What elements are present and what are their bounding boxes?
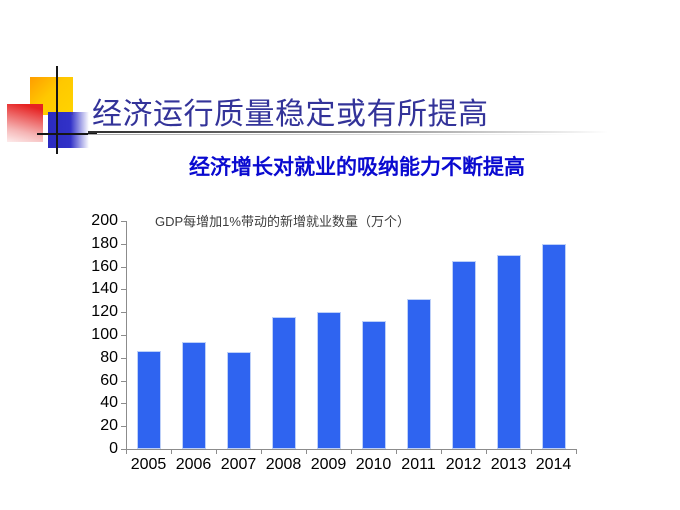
bar-2014	[542, 244, 566, 449]
y-tick	[121, 335, 126, 336]
x-tick	[171, 450, 172, 454]
x-tick	[261, 450, 262, 454]
y-tick	[121, 244, 126, 245]
y-axis-label: 60	[100, 372, 118, 389]
y-axis-label: 20	[100, 417, 118, 434]
bar-2011	[407, 299, 431, 449]
x-axis-label: 2010	[355, 456, 392, 473]
x-axis-label: 2005	[130, 456, 167, 473]
y-tick	[121, 449, 126, 450]
y-axis-label: 180	[91, 235, 118, 252]
title-underline-shadow	[88, 134, 630, 135]
x-tick	[576, 450, 577, 454]
y-tick	[121, 381, 126, 382]
x-axis-label: 2013	[490, 456, 527, 473]
y-tick	[121, 267, 126, 268]
title-underline	[88, 131, 630, 133]
bar-2013	[497, 255, 521, 449]
x-tick	[531, 450, 532, 454]
chart-title: GDP每增加1%带动的新增就业数量（万个）	[155, 214, 410, 229]
x-tick	[126, 450, 127, 454]
x-axis-line	[126, 449, 577, 450]
y-tick	[121, 221, 126, 222]
x-axis-label: 2011	[401, 456, 436, 473]
bar-2012	[452, 261, 476, 449]
y-tick	[121, 358, 126, 359]
slide-subtitle: 经济增长对就业的吸纳能力不断提高	[189, 156, 525, 179]
x-tick	[216, 450, 217, 454]
bar-2009	[317, 312, 341, 449]
x-axis-label: 2009	[310, 456, 347, 473]
x-tick	[396, 450, 397, 454]
bar-2007	[227, 352, 251, 449]
logo-vertical-line	[56, 66, 58, 154]
y-axis-line	[126, 221, 127, 450]
x-tick	[441, 450, 442, 454]
bar-2006	[182, 342, 206, 449]
y-axis-label: 40	[100, 394, 118, 411]
logo-blue-square	[48, 112, 89, 148]
bar-2005	[137, 351, 161, 449]
y-tick	[121, 426, 126, 427]
x-axis-label: 2008	[265, 456, 302, 473]
logo-horizontal-line	[37, 133, 97, 135]
y-axis-label: 140	[91, 280, 118, 297]
x-axis-label: 2012	[445, 456, 482, 473]
x-axis-label: 2006	[175, 456, 212, 473]
y-tick	[121, 312, 126, 313]
bar-2010	[362, 321, 386, 449]
y-axis-label: 120	[91, 303, 118, 320]
y-axis-label: 200	[91, 212, 118, 229]
y-axis-label: 0	[109, 440, 118, 457]
y-axis-label: 160	[91, 258, 118, 275]
logo-red-square	[7, 104, 43, 142]
x-tick	[306, 450, 307, 454]
x-tick	[486, 450, 487, 454]
x-tick	[351, 450, 352, 454]
x-axis-label: 2014	[535, 456, 572, 473]
bar-2008	[272, 317, 296, 449]
y-axis-label: 100	[91, 326, 118, 343]
x-axis-label: 2007	[220, 456, 257, 473]
y-tick	[121, 289, 126, 290]
y-axis-label: 80	[100, 349, 118, 366]
slide-title: 经济运行质量稳定或有所提高	[92, 97, 489, 132]
y-tick	[121, 403, 126, 404]
